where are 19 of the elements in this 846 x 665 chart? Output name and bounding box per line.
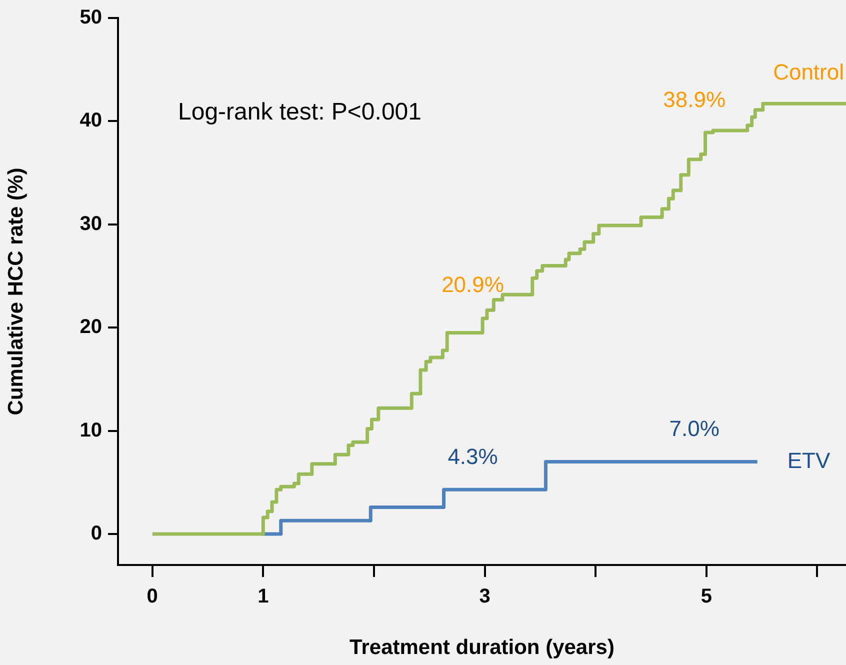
x-axis-title: Treatment duration (years) xyxy=(350,636,614,660)
x-tick-label: 5 xyxy=(700,586,712,608)
series-label: Control xyxy=(773,60,844,85)
series-label: ETV xyxy=(787,448,830,473)
y-tick-label: 10 xyxy=(80,419,102,442)
y-tick-label: 20 xyxy=(80,316,102,338)
data-label: 7.0% xyxy=(669,416,720,441)
x-tick-label: 3 xyxy=(479,586,490,608)
annotation: Log-rank test: P<0.001 xyxy=(178,98,422,126)
y-tick-label: 0 xyxy=(90,522,102,545)
y-tick-label: 50 xyxy=(80,6,102,29)
data-label: 38.9% xyxy=(663,86,726,112)
y-tick-label: 40 xyxy=(80,110,102,132)
y-tick-label: 30 xyxy=(80,212,102,235)
y-axis-title: Cumulative HCC rate (%) xyxy=(4,168,28,416)
data-label: 4.3% xyxy=(448,444,498,469)
data-label: 20.9% xyxy=(442,272,504,298)
x-tick-label: 1 xyxy=(258,586,269,608)
x-tick-label: 0 xyxy=(146,586,158,608)
